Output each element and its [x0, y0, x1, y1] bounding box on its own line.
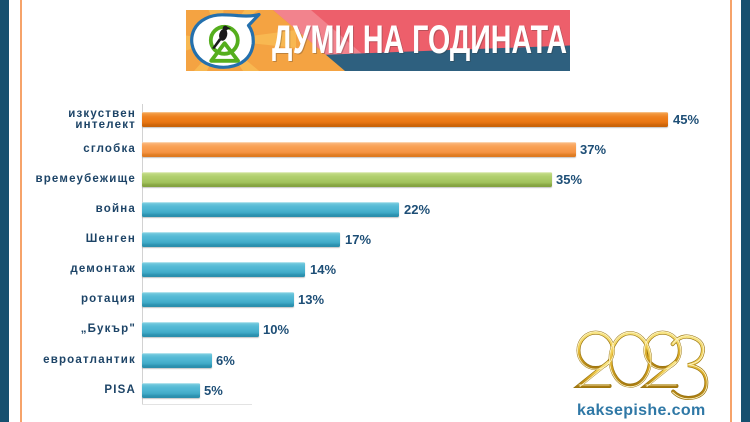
- svg-text:ДУМИ НА ГОДИНАТА: ДУМИ НА ГОДИНАТА: [273, 19, 568, 63]
- svg-text:ДУМИ НА ГОДИНАТА: ДУМИ НА ГОДИНАТА: [272, 18, 567, 62]
